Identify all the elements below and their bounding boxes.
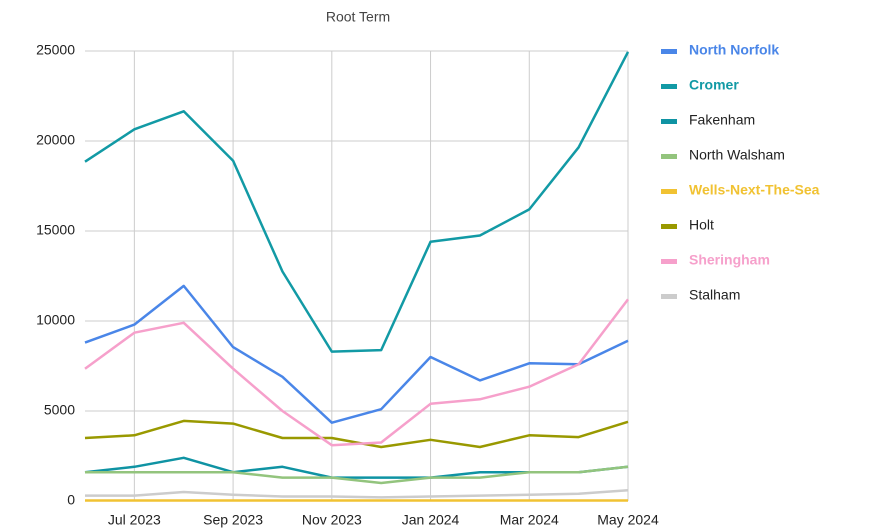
legend-swatch xyxy=(661,49,677,54)
y-tick-label: 15000 xyxy=(36,222,75,238)
y-tick-label: 0 xyxy=(67,492,75,508)
legend-swatch xyxy=(661,189,677,194)
legend-swatch xyxy=(661,154,677,159)
x-tick-label: Nov 2023 xyxy=(302,512,362,528)
x-tick-label: Jul 2023 xyxy=(108,512,161,528)
series-line xyxy=(84,456,629,479)
legend-label: Cromer xyxy=(689,77,739,93)
y-tick-label: 10000 xyxy=(36,312,75,328)
x-tick-label: Mar 2024 xyxy=(500,512,559,528)
series-line xyxy=(84,419,629,449)
y-tick-label: 20000 xyxy=(36,132,75,148)
legend-label: North Walsham xyxy=(689,147,785,163)
legend-swatch xyxy=(661,84,677,89)
series-line xyxy=(84,51,630,353)
y-tick-label: 5000 xyxy=(44,402,75,418)
legend-label: Fakenham xyxy=(689,112,755,128)
chart-title: Root Term xyxy=(326,9,390,25)
legend-label: Sheringham xyxy=(689,252,770,268)
x-tick-label: Sep 2023 xyxy=(203,512,263,528)
y-tick-label: 25000 xyxy=(36,42,75,58)
legend-label: North Norfolk xyxy=(689,42,779,58)
legend-label: Wells-Next-The-Sea xyxy=(689,182,820,198)
series-line xyxy=(84,298,629,447)
series-line xyxy=(84,284,629,424)
legend-label: Holt xyxy=(689,217,714,233)
legend-swatch xyxy=(661,224,677,229)
series-line xyxy=(85,488,629,499)
x-tick-label: May 2024 xyxy=(597,512,659,528)
series-line xyxy=(85,465,629,485)
legend-swatch xyxy=(661,294,677,299)
legend-swatch xyxy=(661,259,677,264)
legend-label: Stalham xyxy=(689,287,740,303)
legend-swatch xyxy=(661,119,677,124)
x-tick-label: Jan 2024 xyxy=(402,512,460,528)
